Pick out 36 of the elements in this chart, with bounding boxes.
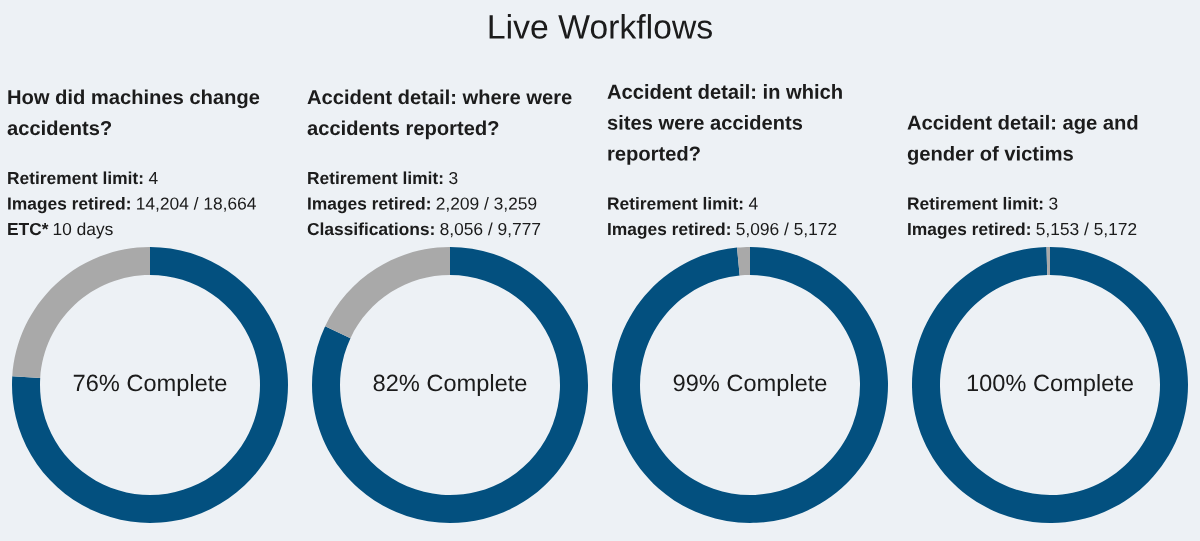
chart-title: How did machines change accidents?	[7, 89, 260, 136]
text: Retirement limit:	[908, 196, 1043, 210]
text: 76% Complete	[73, 373, 227, 397]
text: Images retired:	[308, 196, 430, 214]
text: 100% Complete	[967, 373, 1133, 397]
donut-slice	[912, 247, 1188, 523]
donut-slice	[612, 247, 888, 523]
text: Images retired:	[908, 222, 1030, 239]
text: 4	[748, 197, 758, 210]
text: 8,056 / 9,777	[440, 222, 541, 238]
text: Live Workflows	[489, 14, 712, 39]
donut-slice	[1046, 247, 1050, 276]
text: 10 days	[53, 222, 113, 239]
text: Retirement limit:	[8, 171, 143, 185]
text: 5,096 / 5,172	[736, 222, 837, 238]
chart-title: Accident detail: in which sites were accidents reported?	[607, 84, 842, 165]
text: 14,204 / 18,664	[137, 196, 256, 212]
text: 99% Complete	[673, 373, 827, 397]
text: ETC*	[8, 222, 49, 236]
donut-slice	[325, 247, 450, 339]
chart-title: Accident detail: age and gender of victims	[907, 114, 1138, 165]
text: 5,153 / 5,172	[1036, 222, 1137, 238]
donut-slice	[12, 247, 288, 523]
text: Classifications:	[307, 222, 434, 236]
chart-title: Accident detail: where were accidents reported?	[307, 89, 572, 140]
text: 2,209 / 3,259	[436, 196, 537, 212]
donut-slice	[737, 247, 750, 276]
text: 4	[148, 172, 158, 184]
text: 3	[1049, 197, 1058, 210]
text: 82% Complete	[373, 373, 527, 397]
text: Images retired:	[8, 196, 130, 214]
text: Retirement limit:	[608, 196, 743, 210]
donut-slice	[312, 247, 588, 523]
text: Retirement limit:	[308, 171, 443, 185]
text: Images retired:	[608, 222, 730, 239]
text: 3	[449, 171, 458, 185]
